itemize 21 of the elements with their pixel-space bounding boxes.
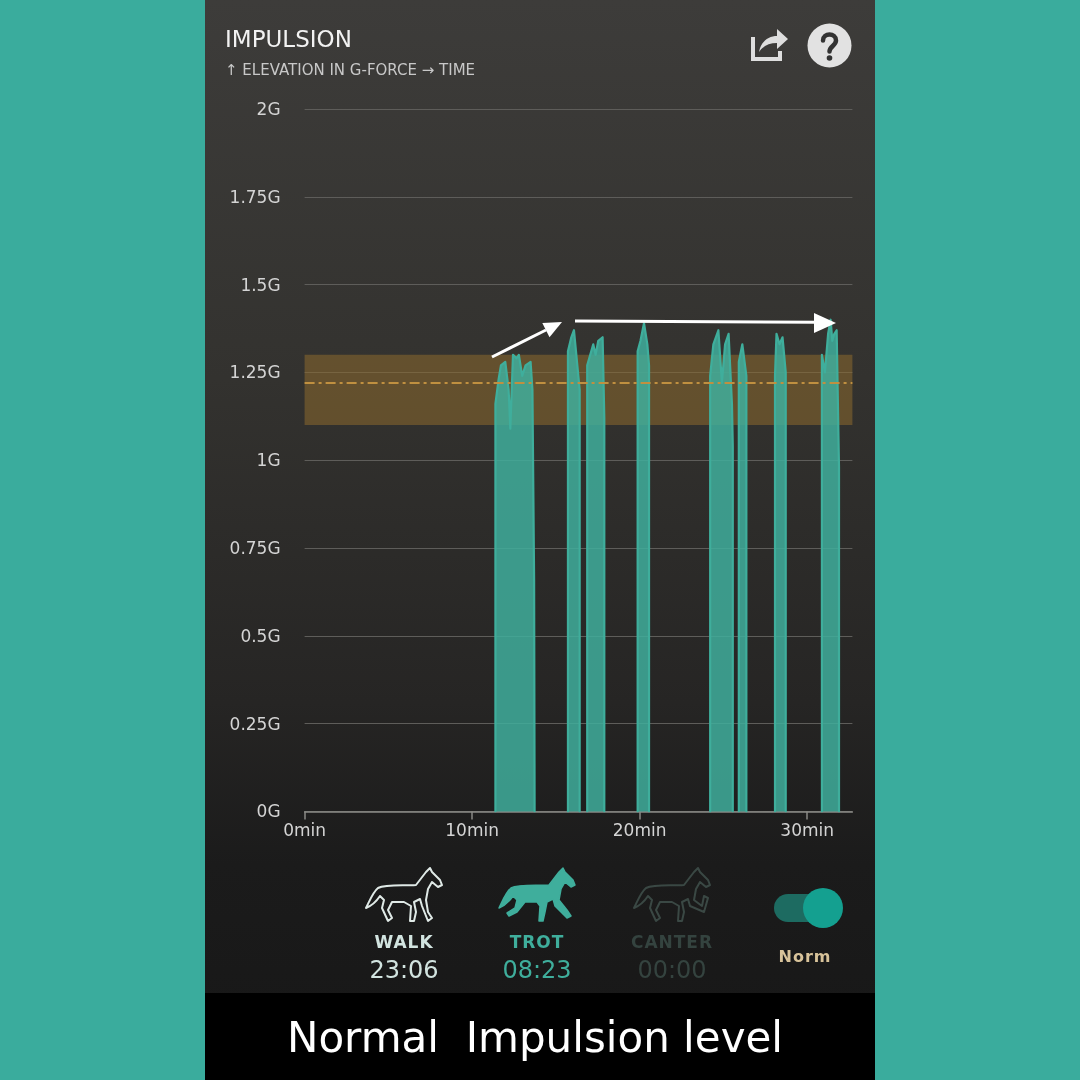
y-tick-label: 1.25G [229,362,281,383]
y-tick-label: 1G [256,450,281,471]
x-tick-label: 30min [780,819,835,840]
text: Norm [778,947,832,966]
text: 23:06 [369,956,439,984]
y-tick-label: 0.75G [229,538,281,558]
y-tick-label: 1.75G [229,186,281,207]
text: TROT [509,931,565,952]
text: Normal Impulsion level [286,1013,784,1062]
x-tick-label: 0min [283,819,327,840]
y-tick-label: 0.25G [229,713,281,734]
text: WALK [374,931,434,952]
x-tick-label: 20min [612,819,667,840]
y-tick-label: 0.5G [240,625,281,646]
y-tick-label: 2G [256,99,281,119]
y-tick-label: 0G [256,801,281,822]
x-tick-label: 10min [445,819,499,840]
chart-title: IMPULSION [225,25,352,52]
y-tick-label: 1.5G [240,274,281,295]
chart-subtitle: ↑ ELEVATION IN G-FORCE → TIME [225,60,476,79]
text: 08:23 [502,956,572,984]
